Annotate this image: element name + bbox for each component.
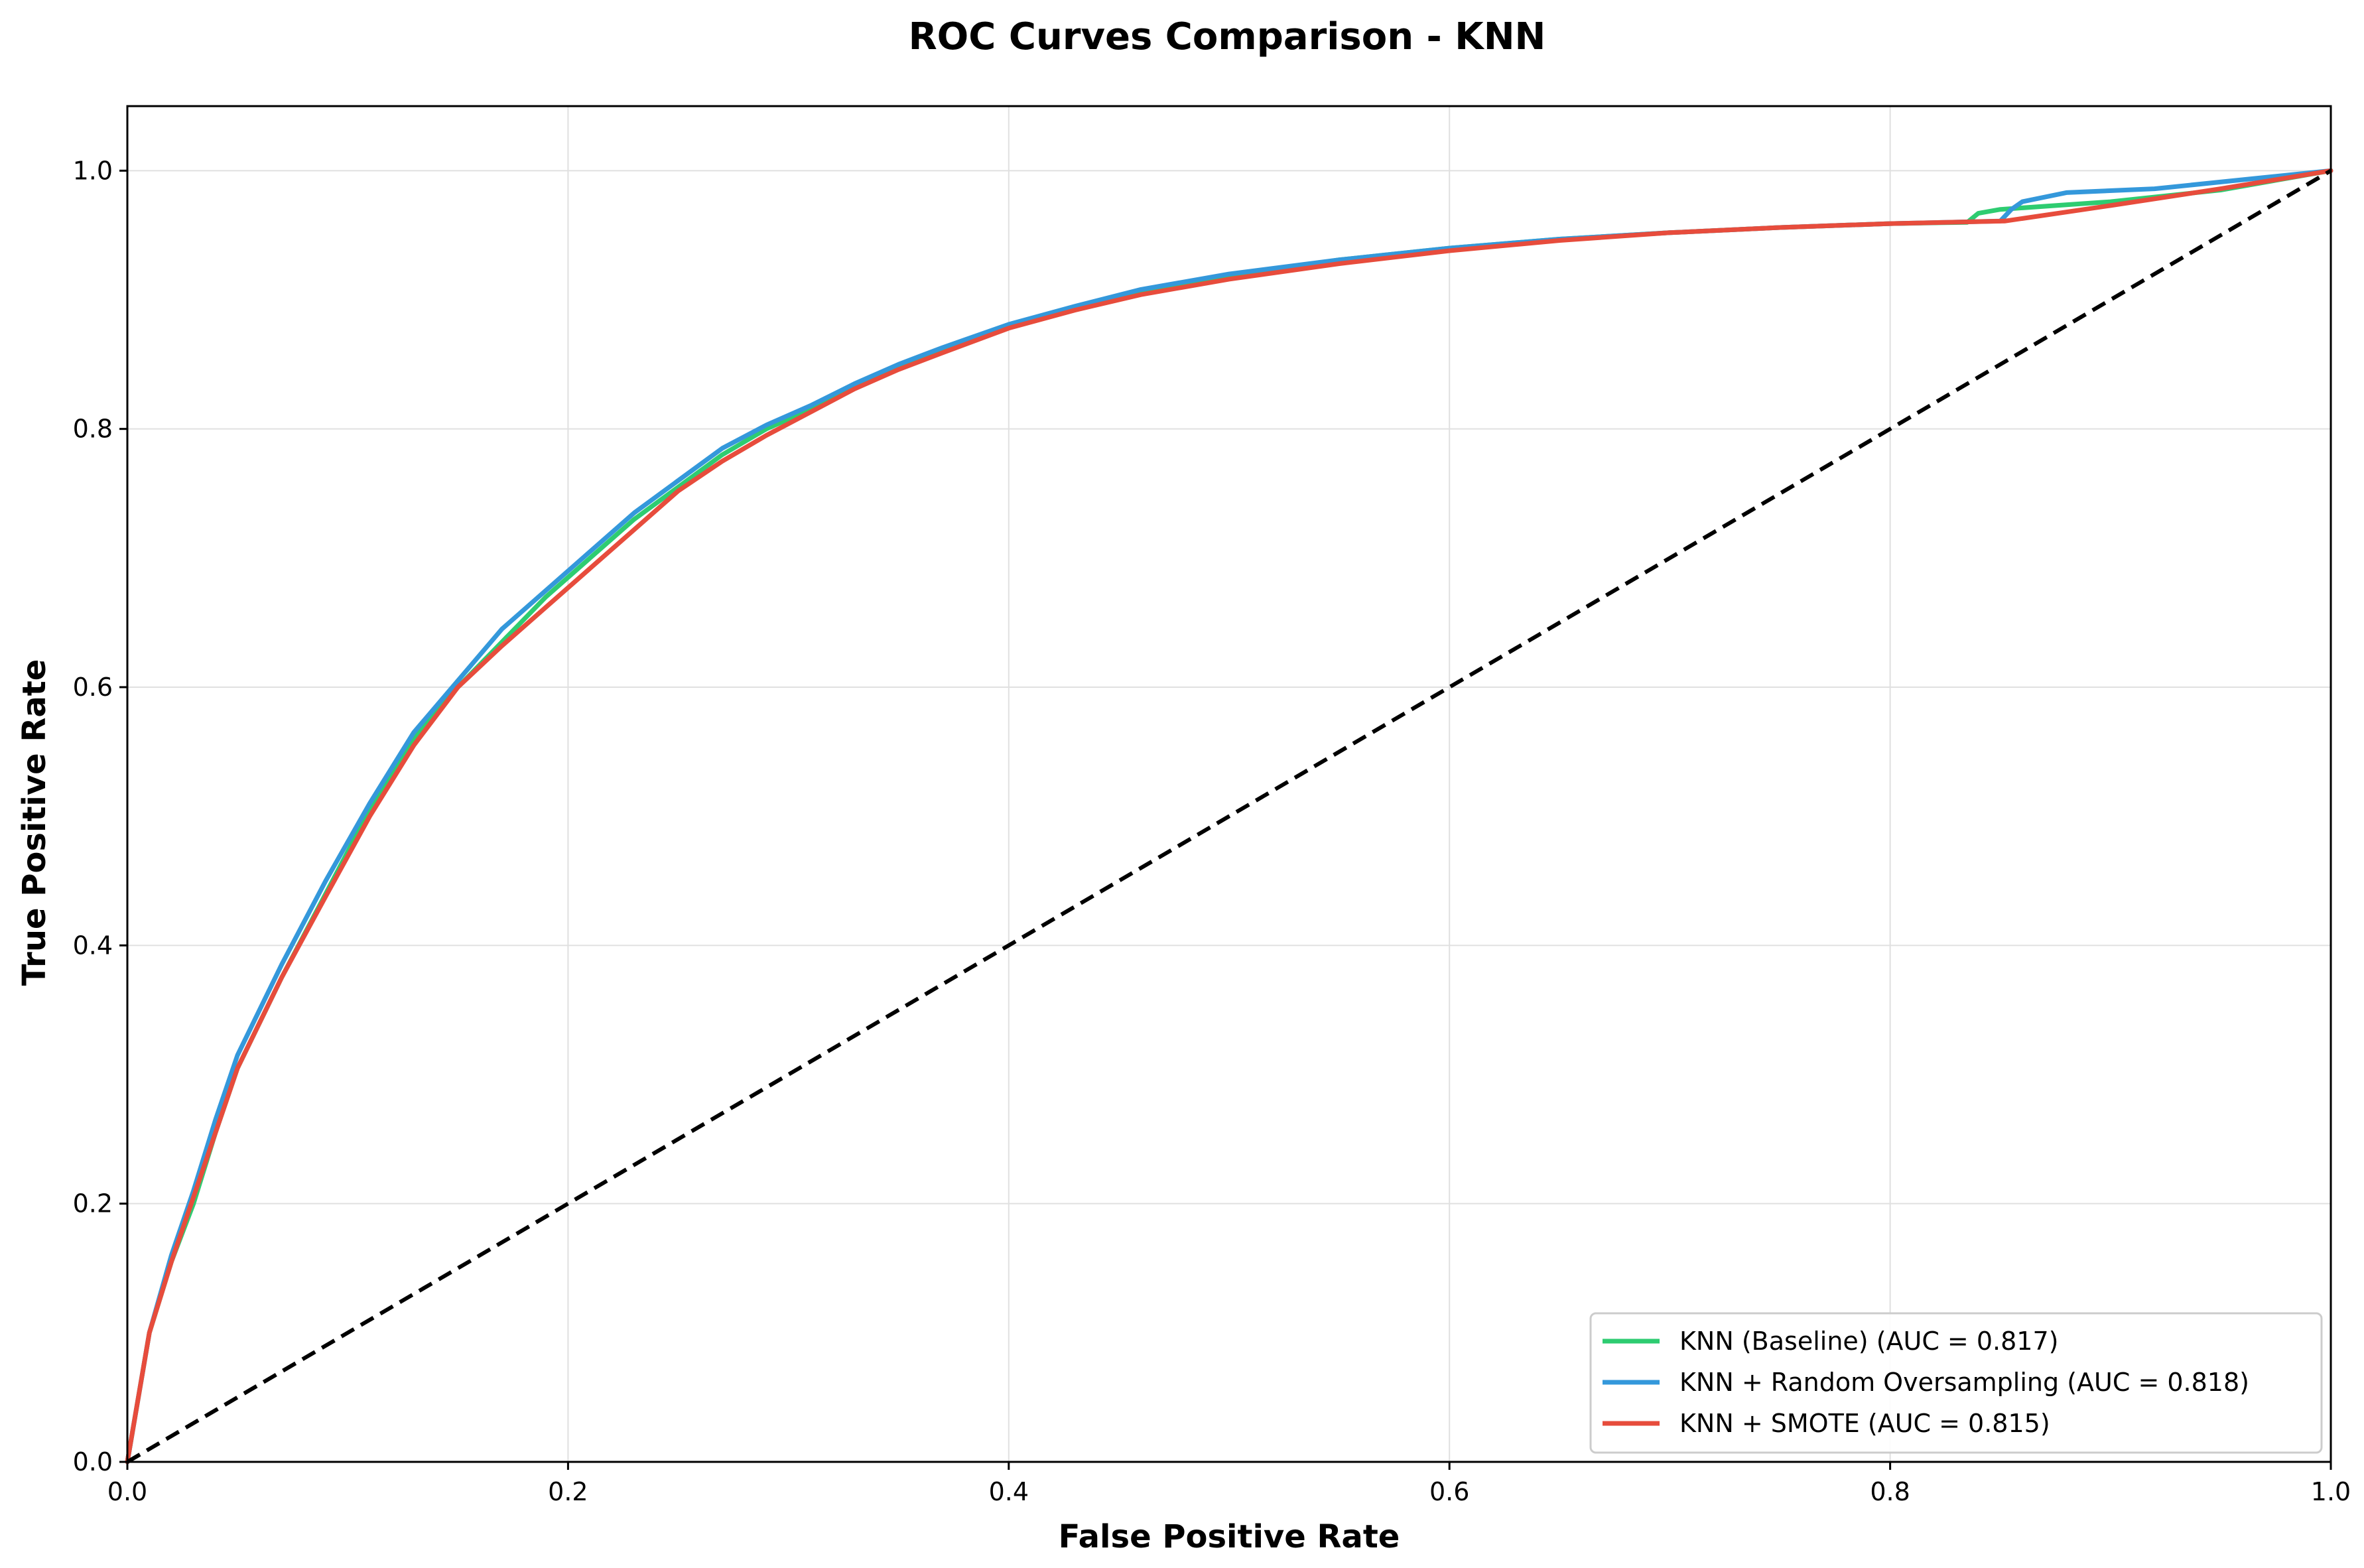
x-tick-label: 0.2 [548,1477,588,1506]
x-tick-label: 0.4 [989,1477,1029,1506]
legend-label: KNN + Random Oversampling (AUC = 0.818) [1679,1368,2249,1397]
x-axis-label: False Positive Rate [1059,1518,1400,1555]
y-tick-label: 0.2 [73,1189,113,1218]
legend-box [1589,1312,2323,1454]
y-tick-label: 0.6 [73,673,113,702]
y-tick-label: 1.0 [73,156,113,185]
axis-ticks: 0.0 0.2 0.4 0.6 0.8 1.0 0.0 0.2 0.4 0.6 0.8 1.0 [73,156,2351,1506]
y-axis-label: True Positive Rate [16,659,53,986]
y-tick-label: 0.4 [73,931,113,960]
x-tick-label: 0.6 [1429,1477,1469,1506]
roc-curve-2 [125,168,2333,1465]
legend: KNN (Baseline) (AUC = 0.817) KNN + Random… [1589,1312,2323,1454]
x-tick-label: 0.0 [107,1477,147,1506]
legend-label: KNN + SMOTE (AUC = 0.815) [1679,1409,2050,1438]
chart-title: ROC Curves Comparison - KNN [909,15,1546,58]
legend-label: KNN (Baseline) (AUC = 0.817) [1679,1327,2058,1356]
plot-lines [125,168,2333,1465]
x-tick-label: 0.8 [1870,1477,1910,1506]
chance-diagonal-line [126,168,2332,1464]
plot-frame [126,105,2332,1463]
y-tick-label: 0.8 [73,415,113,444]
x-tick-label: 1.0 [2311,1477,2351,1506]
y-tick-label: 0.0 [73,1447,113,1476]
